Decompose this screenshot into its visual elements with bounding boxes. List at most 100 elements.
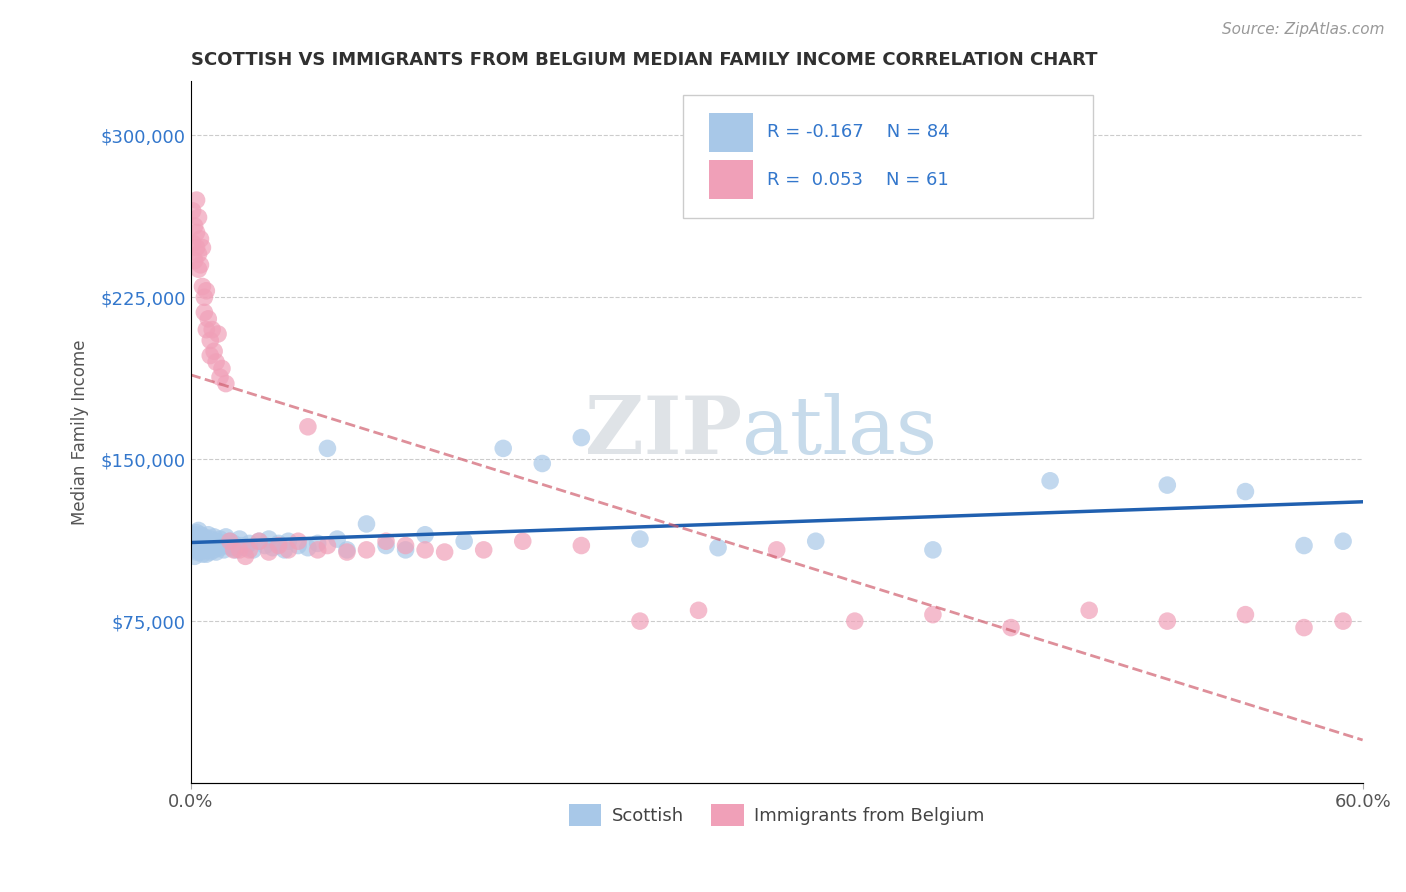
Point (1234, 484, 1257, 499)
Point (201, 541, 224, 555)
Point (202, 344, 225, 359)
Point (238, 542, 260, 557)
Y-axis label: Median Family Income: Median Family Income (72, 340, 89, 525)
Point (193, 290, 215, 304)
Point (287, 534, 309, 549)
Point (628, 614, 651, 628)
Point (413, 542, 436, 557)
Text: SCOTTISH VS IMMIGRANTS FROM BELGIUM MEDIAN FAMILY INCOME CORRELATION CHART: SCOTTISH VS IMMIGRANTS FROM BELGIUM MEDI… (191, 51, 1097, 69)
Point (187, 524, 209, 538)
Point (191, 241, 214, 255)
Point (183, 253, 205, 268)
Point (207, 326, 229, 341)
Point (253, 539, 276, 553)
Point (191, 532, 214, 546)
Point (191, 541, 214, 555)
Point (193, 530, 215, 544)
Point (316, 442, 339, 456)
Point (1292, 539, 1315, 553)
Point (181, 236, 204, 251)
Point (193, 305, 215, 319)
Point (186, 541, 208, 555)
Point (215, 376, 238, 391)
Point (190, 539, 212, 553)
Point (394, 539, 416, 553)
Point (187, 530, 209, 544)
Point (205, 534, 228, 549)
Point (297, 419, 319, 434)
Point (207, 539, 229, 553)
Point (183, 527, 205, 541)
Point (201, 323, 224, 337)
Point (202, 530, 225, 544)
Point (195, 541, 218, 555)
Point (200, 532, 222, 546)
Point (190, 232, 212, 246)
Point (183, 219, 205, 233)
Point (201, 536, 224, 550)
Point (356, 516, 378, 531)
Point (844, 614, 866, 628)
Point (512, 534, 534, 549)
Point (212, 542, 235, 557)
Point (217, 539, 239, 553)
Point (235, 549, 257, 564)
Point (394, 542, 416, 557)
Point (492, 442, 515, 456)
Point (200, 334, 222, 348)
Point (1331, 614, 1354, 628)
Point (225, 542, 247, 557)
Point (433, 545, 456, 559)
Point (187, 247, 209, 261)
Point (277, 534, 299, 549)
Point (186, 545, 208, 559)
Point (235, 541, 257, 555)
Point (200, 545, 222, 559)
Point (208, 541, 231, 555)
Point (222, 536, 245, 550)
Point (472, 542, 495, 557)
Point (190, 258, 212, 272)
Point (257, 532, 280, 546)
Point (267, 539, 290, 553)
Point (183, 549, 205, 564)
Point (267, 536, 290, 550)
Point (190, 527, 212, 541)
Point (297, 541, 319, 555)
Point (191, 279, 214, 293)
Point (221, 541, 243, 555)
Point (804, 534, 827, 549)
Point (211, 361, 233, 376)
Point (1156, 614, 1178, 628)
Point (1156, 478, 1178, 492)
Point (195, 547, 218, 561)
Point (287, 539, 309, 553)
Point (202, 542, 225, 557)
Point (453, 534, 475, 549)
Point (531, 457, 554, 471)
Point (1078, 603, 1101, 617)
Point (1292, 621, 1315, 635)
Point (186, 532, 208, 546)
Point (242, 542, 264, 557)
Point (375, 539, 398, 553)
Point (1039, 474, 1062, 488)
Point (1234, 607, 1257, 622)
Text: R =  0.053    N = 61: R = 0.053 N = 61 (768, 170, 949, 188)
Point (307, 536, 329, 550)
Point (257, 545, 280, 559)
Point (187, 211, 209, 225)
Point (277, 542, 299, 557)
Point (187, 536, 209, 550)
Point (193, 542, 215, 557)
Point (336, 542, 359, 557)
Point (208, 532, 231, 546)
Point (569, 539, 592, 553)
Point (191, 547, 214, 561)
Point (195, 284, 218, 298)
Point (356, 542, 378, 557)
Point (628, 532, 651, 546)
Point (208, 370, 231, 384)
Point (375, 534, 398, 549)
Point (231, 539, 253, 553)
